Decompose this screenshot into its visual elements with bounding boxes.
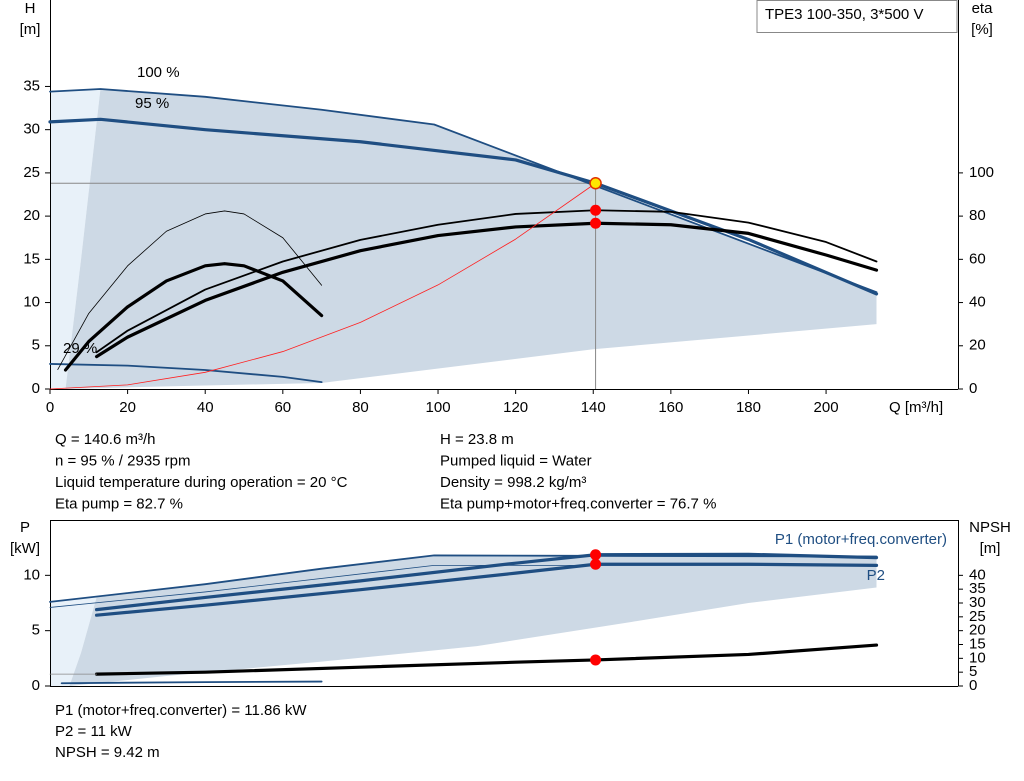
operating-range [69, 555, 877, 686]
x-tick-label: 0 [46, 399, 54, 416]
y2-tick-label: 15 [969, 635, 986, 652]
y2-tick-label: 20 [969, 622, 986, 639]
operating-point [590, 217, 602, 229]
info-line: P2 = 11 kW [55, 723, 133, 740]
info-line: Pumped liquid = Water [440, 452, 592, 469]
x-tick-label: 200 [814, 399, 839, 416]
x-tick-label: 60 [274, 399, 291, 416]
operating-range [50, 597, 97, 686]
y2-tick-label: 30 [969, 594, 986, 611]
curve [94, 643, 879, 676]
y-tick-label: 20 [23, 207, 40, 224]
y2-tick-label: 40 [969, 294, 986, 311]
y2-label: NPSH [969, 519, 1011, 536]
curve [49, 554, 878, 603]
y-unit: [kW] [10, 540, 40, 557]
x-tick-label: 80 [352, 399, 369, 416]
curve [57, 210, 323, 370]
curve-label: 100 % [137, 64, 180, 81]
curve [49, 564, 877, 608]
y2-unit: [m] [980, 540, 1001, 557]
y2-tick-label: 100 [969, 164, 994, 181]
y-label: H [25, 0, 36, 17]
y2-tick-label: 5 [969, 663, 977, 680]
curve [63, 262, 324, 372]
info-line: Eta pump+motor+freq.converter = 76.7 % [440, 495, 716, 512]
operating-point [590, 549, 602, 561]
operating-point [590, 654, 602, 666]
curve-label: P2 [867, 567, 885, 584]
y2-tick-label: 40 [969, 566, 986, 583]
x-tick-label: 40 [197, 399, 214, 416]
y2-label: eta [972, 0, 994, 17]
y2-tick-label: 25 [969, 608, 986, 625]
curve [94, 221, 879, 359]
curve [60, 680, 323, 685]
chart-title: TPE3 100-350, 3*500 V [765, 6, 923, 23]
y-unit: [m] [20, 21, 41, 38]
y-tick-label: 35 [23, 77, 40, 94]
x-tick-label: 140 [581, 399, 606, 416]
operating-range [65, 89, 877, 389]
curve [95, 209, 878, 354]
curve [94, 562, 879, 617]
operating-point [589, 177, 602, 190]
info-line: NPSH = 9.42 m [55, 744, 160, 761]
x-label: Q [m³/h] [889, 399, 943, 416]
y-tick-label: 5 [32, 337, 40, 354]
info-line: H = 23.8 m [440, 431, 514, 448]
curve [49, 363, 323, 383]
y2-tick-label: 35 [969, 580, 986, 597]
y2-unit: [%] [971, 21, 993, 38]
info-line: Eta pump = 82.7 % [55, 495, 183, 512]
y2-tick-label: 0 [969, 380, 977, 397]
x-tick-label: 160 [658, 399, 683, 416]
info-line: n = 95 % / 2935 rpm [55, 452, 191, 469]
x-tick-label: 180 [736, 399, 761, 416]
x-tick-label: 20 [119, 399, 136, 416]
title-box [756, 0, 958, 33]
info-line: Q = 140.6 m³/h [55, 431, 155, 448]
operating-point [590, 558, 602, 570]
curve [49, 182, 596, 390]
y-tick-label: 5 [32, 622, 40, 639]
y-tick-label: 10 [23, 566, 40, 583]
y-tick-label: 0 [32, 380, 40, 397]
y2-tick-label: 60 [969, 250, 986, 267]
y-tick-label: 15 [23, 250, 40, 267]
y2-tick-label: 20 [969, 337, 986, 354]
y2-tick-label: 80 [969, 207, 986, 224]
y-tick-label: 30 [23, 121, 40, 138]
info-line: Liquid temperature during operation = 20… [55, 474, 348, 491]
operating-point [590, 204, 602, 216]
curve [94, 552, 879, 612]
y-tick-label: 0 [32, 677, 40, 694]
y-label: P [20, 519, 30, 536]
x-tick-label: 120 [503, 399, 528, 416]
info-line: P1 (motor+freq.converter) = 11.86 kW [55, 702, 307, 719]
curve-label: 95 % [135, 95, 169, 112]
operating-range [50, 89, 101, 389]
curve-label: P1 (motor+freq.converter) [775, 531, 947, 548]
x-tick-label: 100 [426, 399, 451, 416]
y2-tick-label: 0 [969, 677, 977, 694]
y-tick-label: 10 [23, 294, 40, 311]
y-tick-label: 25 [23, 164, 40, 181]
y2-tick-label: 10 [969, 649, 986, 666]
info-line: Density = 998.2 kg/m³ [440, 474, 586, 491]
